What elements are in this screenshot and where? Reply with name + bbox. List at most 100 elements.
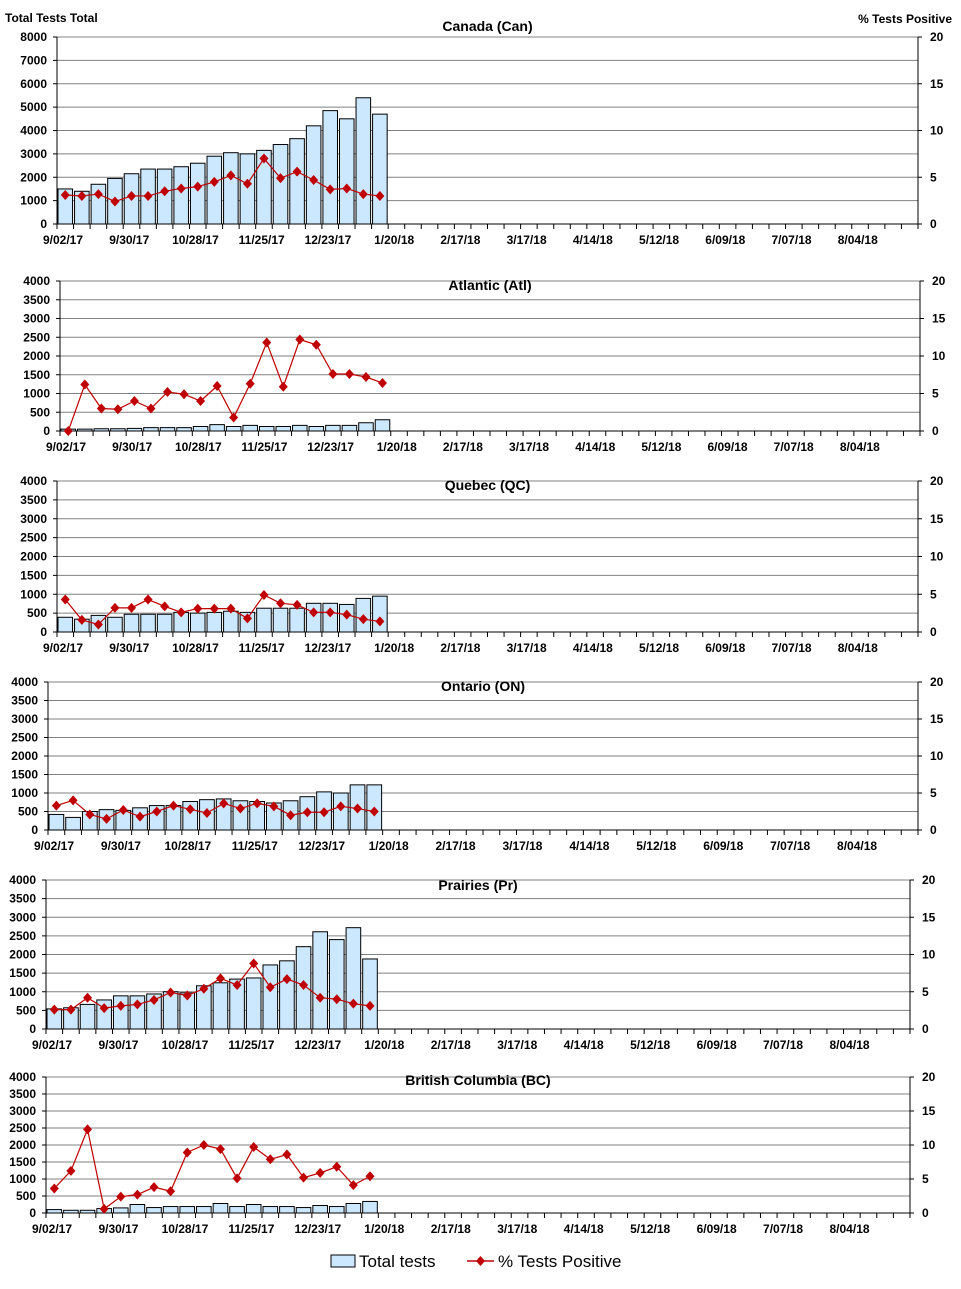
bar-total-tests: [65, 816, 81, 831]
bar-total-tests: [289, 607, 305, 633]
point-pct-positive: [328, 369, 338, 379]
x-tick-label: 11/25/17: [232, 839, 278, 853]
y2-tick-label: 5: [932, 387, 939, 401]
left-axis-title: Total Tests Total: [5, 11, 98, 25]
y2-tick-label: 15: [930, 77, 944, 91]
x-tick-label: 6/09/18: [705, 641, 745, 655]
bar-total-tests: [242, 424, 258, 432]
bar-total-tests: [289, 138, 305, 225]
x-tick-label: 2/17/18: [440, 641, 480, 655]
point-pct-positive: [344, 369, 354, 379]
x-tick-label: 9/02/17: [43, 233, 83, 247]
point-pct-positive: [278, 381, 288, 392]
x-tick-label: 1/20/18: [364, 1038, 404, 1052]
point-pct-positive: [166, 1186, 176, 1197]
panel-0: 0 1000 2000 3000 4000 5000 6000 7000 8000 0 5 10 15 2…: [20, 18, 943, 247]
point-pct-positive: [375, 616, 385, 627]
legend-bars-label: Total tests: [359, 1252, 436, 1271]
point-pct-positive: [93, 189, 103, 200]
point-pct-positive: [182, 990, 192, 1001]
x-tick-label: 3/17/18: [502, 839, 542, 853]
point-pct-positive: [361, 372, 371, 382]
y-tick-label: 2500: [9, 1121, 36, 1135]
point-pct-positive: [309, 607, 319, 618]
point-pct-positive: [295, 334, 305, 345]
point-pct-positive: [378, 378, 387, 388]
x-tick-label: 10/28/17: [162, 1038, 209, 1052]
point-pct-positive: [342, 609, 352, 620]
y2-tick-label: 15: [932, 312, 946, 326]
x-tick-label: 9/02/17: [46, 440, 86, 454]
y-tick-label: 3500: [9, 892, 36, 906]
x-tick-label: 9/02/17: [32, 1222, 72, 1236]
x-tick-label: 12/23/17: [307, 440, 354, 454]
y-tick-label: 3500: [23, 293, 50, 307]
bar-total-tests: [245, 977, 262, 1030]
bar-total-tests: [143, 427, 159, 432]
bar-total-tests: [358, 422, 374, 432]
bar-total-tests: [162, 1206, 179, 1214]
bar-total-tests: [189, 612, 206, 633]
x-tick-label: 8/04/18: [838, 233, 878, 247]
point-pct-positive: [265, 1154, 275, 1165]
point-pct-positive: [51, 800, 61, 811]
panel-1: 0 500 1000 1500 2000 2500 3000 3500 4000 0 5 10 15 20…: [23, 274, 945, 454]
bar-total-tests: [107, 616, 123, 633]
legend-bar-swatch: [330, 1254, 356, 1268]
y2-tick-label: 0: [922, 1206, 929, 1220]
y-tick-label: 3000: [11, 712, 38, 726]
x-tick-label: 6/09/18: [697, 1222, 737, 1236]
x-tick-label: 3/17/18: [507, 641, 547, 655]
x-tick-label: 4/14/18: [573, 233, 613, 247]
y2-tick-label: 10: [930, 550, 944, 564]
point-pct-positive: [325, 607, 335, 618]
x-tick-label: 10/28/17: [162, 1222, 209, 1236]
point-pct-positive: [315, 992, 325, 1003]
y-tick-label: 4000: [9, 873, 36, 887]
point-pct-positive: [282, 1149, 292, 1160]
x-tick-label: 10/28/17: [164, 839, 211, 853]
y-tick-label: 3000: [9, 910, 36, 924]
bar-total-tests: [46, 1209, 63, 1214]
y-tick-label: 500: [16, 1189, 36, 1203]
point-pct-positive: [332, 994, 342, 1005]
point-pct-positive: [299, 1172, 309, 1183]
x-tick-label: 3/17/18: [497, 1038, 537, 1052]
x-tick-label: 9/30/17: [101, 839, 141, 853]
y2-tick-label: 20: [930, 675, 944, 689]
point-pct-positive: [77, 614, 87, 625]
bar-total-tests: [262, 1206, 279, 1214]
y2-tick-label: 0: [930, 625, 937, 639]
bar-total-tests: [279, 1206, 295, 1214]
y-tick-label: 0: [43, 424, 50, 438]
x-tick-label: 9/30/17: [109, 233, 149, 247]
x-tick-label: 5/12/18: [639, 233, 679, 247]
x-tick-label: 9/30/17: [109, 641, 149, 655]
point-pct-positive: [358, 189, 368, 200]
bar-total-tests: [292, 424, 308, 432]
point-pct-positive: [99, 1203, 109, 1214]
x-tick-label: 6/09/18: [697, 1038, 737, 1052]
x-tick-label: 11/25/17: [228, 1038, 274, 1052]
point-pct-positive: [127, 190, 137, 201]
y-tick-label: 3000: [20, 512, 47, 526]
bar-total-tests: [146, 1207, 162, 1214]
bar-total-tests: [239, 153, 256, 225]
bar-total-tests: [196, 1206, 212, 1214]
bar-total-tests: [179, 1206, 196, 1214]
x-tick-label: 3/17/18: [509, 440, 549, 454]
bar-total-tests: [223, 152, 239, 225]
y-tick-label: 1500: [20, 568, 47, 582]
x-tick-label: 7/07/18: [772, 641, 812, 655]
y2-tick-label: 20: [922, 873, 936, 887]
panel-title: Prairies (Pr): [438, 877, 517, 893]
y-tick-label: 7000: [20, 53, 47, 67]
y-tick-label: 3000: [20, 147, 47, 161]
point-pct-positive: [212, 381, 222, 391]
point-pct-positive: [259, 590, 269, 601]
point-pct-positive: [66, 1004, 76, 1015]
y-tick-label: 1500: [11, 768, 38, 782]
point-pct-positive: [242, 613, 252, 624]
bar-total-tests: [272, 144, 289, 225]
point-pct-positive: [319, 807, 329, 818]
